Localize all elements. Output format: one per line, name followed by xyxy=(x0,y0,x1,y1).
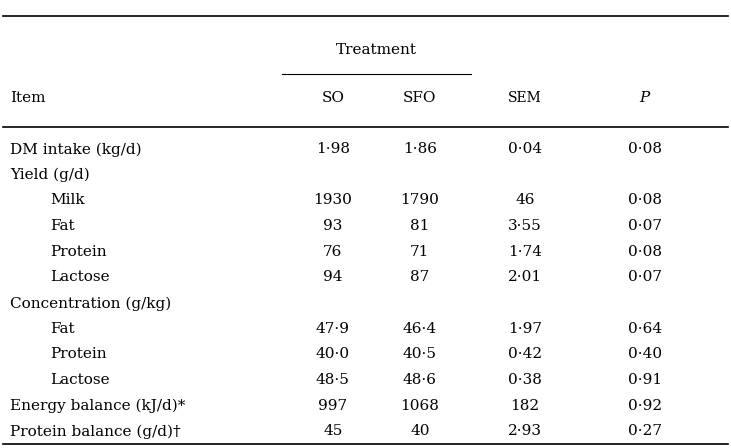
Text: 45: 45 xyxy=(323,424,343,439)
Text: 1790: 1790 xyxy=(401,194,439,207)
Text: 47·9: 47·9 xyxy=(316,322,350,336)
Text: SEM: SEM xyxy=(508,91,542,105)
Text: Yield (g/d): Yield (g/d) xyxy=(10,168,90,182)
Text: Lactose: Lactose xyxy=(50,271,110,284)
Text: 87: 87 xyxy=(410,271,430,284)
Text: 94: 94 xyxy=(323,271,343,284)
Text: 48·5: 48·5 xyxy=(316,373,350,387)
Text: 1930: 1930 xyxy=(314,194,352,207)
Text: 1·86: 1·86 xyxy=(403,142,437,156)
Text: Protein balance (g/d)†: Protein balance (g/d)† xyxy=(10,424,181,439)
Text: 71: 71 xyxy=(410,245,430,259)
Text: 81: 81 xyxy=(410,219,430,233)
Text: 0·38: 0·38 xyxy=(508,373,542,387)
Text: 997: 997 xyxy=(318,399,347,413)
Text: 0·40: 0·40 xyxy=(628,348,662,362)
Text: 2·93: 2·93 xyxy=(508,424,542,439)
Text: 0·08: 0·08 xyxy=(628,194,662,207)
Text: Protein: Protein xyxy=(50,245,107,259)
Text: 0·07: 0·07 xyxy=(628,271,662,284)
Text: 76: 76 xyxy=(323,245,343,259)
Text: Treatment: Treatment xyxy=(336,43,417,56)
Text: DM intake (kg/d): DM intake (kg/d) xyxy=(10,142,142,156)
Text: 93: 93 xyxy=(323,219,343,233)
Text: SFO: SFO xyxy=(404,91,436,105)
Text: Fat: Fat xyxy=(50,322,75,336)
Text: 0·04: 0·04 xyxy=(508,142,542,156)
Text: 3·55: 3·55 xyxy=(508,219,542,233)
Text: 1·74: 1·74 xyxy=(508,245,542,259)
Text: SO: SO xyxy=(322,91,344,105)
Text: 0·64: 0·64 xyxy=(628,322,662,336)
Text: Fat: Fat xyxy=(50,219,75,233)
Text: 1·98: 1·98 xyxy=(316,142,350,156)
Text: P: P xyxy=(640,91,650,105)
Text: 40·0: 40·0 xyxy=(316,348,350,362)
Text: 40: 40 xyxy=(410,424,430,439)
Text: 0·91: 0·91 xyxy=(628,373,662,387)
Text: 2·01: 2·01 xyxy=(508,271,542,284)
Text: 40·5: 40·5 xyxy=(403,348,437,362)
Text: 1068: 1068 xyxy=(401,399,439,413)
Text: 48·6: 48·6 xyxy=(403,373,437,387)
Text: Protein: Protein xyxy=(50,348,107,362)
Text: 0·08: 0·08 xyxy=(628,245,662,259)
Text: 46·4: 46·4 xyxy=(403,322,437,336)
Text: Energy balance (kJ/d)*: Energy balance (kJ/d)* xyxy=(10,399,186,413)
Text: Concentration (g/kg): Concentration (g/kg) xyxy=(10,296,171,310)
Text: 46: 46 xyxy=(515,194,535,207)
Text: 0·07: 0·07 xyxy=(628,219,662,233)
Text: Milk: Milk xyxy=(50,194,85,207)
Text: 0·42: 0·42 xyxy=(508,348,542,362)
Text: 1·97: 1·97 xyxy=(508,322,542,336)
Text: 0·92: 0·92 xyxy=(628,399,662,413)
Text: 0·08: 0·08 xyxy=(628,142,662,156)
Text: 182: 182 xyxy=(510,399,539,413)
Text: Item: Item xyxy=(10,91,45,105)
Text: Lactose: Lactose xyxy=(50,373,110,387)
Text: 0·27: 0·27 xyxy=(628,424,662,439)
